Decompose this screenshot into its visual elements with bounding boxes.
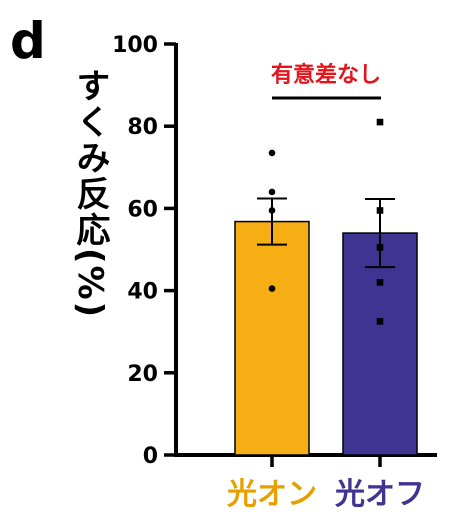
y-tick-label-0: 0 — [143, 444, 158, 469]
point-0-3 — [268, 285, 276, 292]
category-label-1: 光オフ — [335, 477, 425, 512]
error-bars — [257, 197, 395, 269]
significance-label: 有意差なし — [271, 62, 381, 88]
category-label-0: 光オン — [227, 477, 317, 512]
y-axis-label: すくみ反応(%) — [70, 68, 110, 319]
bars — [234, 220, 418, 456]
bar-0 — [234, 220, 310, 456]
y-tick-label-4: 80 — [127, 115, 158, 140]
panel-label: d — [10, 12, 46, 70]
y-tick-label-3: 60 — [127, 197, 158, 222]
y-tick-label-2: 40 — [127, 280, 158, 305]
significance-annotation: 有意差なし — [271, 62, 381, 100]
point-1-0 — [376, 118, 384, 126]
point-0-0 — [268, 149, 276, 157]
axes: 0 20 40 60 80 100 — [112, 33, 437, 469]
point-1-4 — [376, 318, 384, 325]
y-tick-label-5: 100 — [112, 33, 158, 58]
y-axis-title: すくみ反応(%) — [70, 68, 110, 319]
point-1-3 — [376, 279, 384, 286]
category-labels: 光オン 光オフ — [227, 477, 425, 512]
y-tick-label-1: 20 — [127, 362, 158, 387]
point-0-1 — [268, 188, 276, 196]
